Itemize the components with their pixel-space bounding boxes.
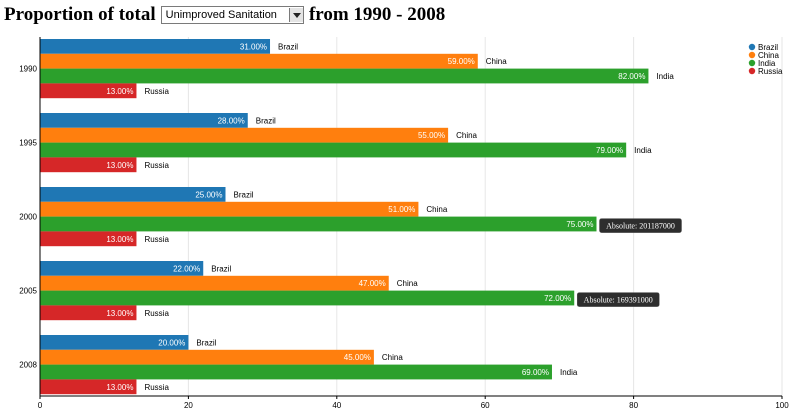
series-label: Russia	[144, 235, 169, 244]
bar[interactable]	[40, 216, 597, 232]
y-tick-label: 2005	[19, 287, 37, 296]
legend-swatch[interactable]	[748, 59, 756, 67]
data-label: 82.00%	[618, 72, 645, 81]
legend-entry[interactable]: India	[758, 59, 776, 68]
x-tick-label: 100	[775, 401, 789, 410]
bar[interactable]	[40, 187, 226, 202]
bar[interactable]	[40, 201, 419, 217]
series-label: China	[456, 131, 477, 140]
indicator-select-value: Unimproved Sanitation	[165, 9, 277, 21]
x-tick-label: 40	[332, 401, 341, 410]
data-label: 55.00%	[418, 131, 445, 140]
bar[interactable]	[40, 364, 552, 380]
series-label: China	[486, 57, 507, 66]
series-label: Russia	[144, 87, 169, 96]
data-label: 22.00%	[173, 264, 200, 273]
series-label: Brazil	[196, 338, 216, 347]
data-label: 13.00%	[106, 235, 133, 244]
bar[interactable]	[40, 53, 478, 69]
x-tick-label: 0	[38, 401, 43, 410]
data-label: 79.00%	[596, 146, 623, 155]
x-tick-label: 80	[629, 401, 638, 410]
series-label: India	[634, 146, 652, 155]
bar[interactable]	[40, 349, 374, 365]
legend-swatch[interactable]	[748, 51, 756, 59]
data-label: 45.00%	[344, 353, 371, 362]
series-label: China	[382, 353, 403, 362]
bar[interactable]	[40, 379, 137, 395]
tooltip-text: Absolute: 201187000	[606, 222, 675, 231]
legend-swatch[interactable]	[748, 67, 756, 75]
data-label: 28.00%	[218, 116, 245, 125]
indicator-select[interactable]: Unimproved Sanitation	[160, 6, 304, 24]
data-label: 13.00%	[106, 383, 133, 392]
series-label: Brazil	[211, 264, 231, 273]
bar[interactable]	[40, 127, 449, 143]
bar[interactable]	[40, 68, 649, 84]
series-label: Brazil	[256, 116, 276, 125]
legend-entry[interactable]: Brazil	[758, 43, 778, 52]
series-label: Russia	[144, 383, 169, 392]
bar[interactable]	[40, 157, 137, 173]
data-label: 69.00%	[522, 368, 549, 377]
data-label: 31.00%	[240, 42, 267, 51]
series-label: Brazil	[234, 190, 254, 199]
series-label: India	[560, 368, 578, 377]
tooltip	[576, 292, 660, 307]
x-tick-label: 20	[184, 401, 193, 410]
y-tick-label: 1990	[19, 65, 37, 74]
y-tick-label: 1995	[19, 139, 37, 148]
bar[interactable]	[40, 113, 248, 128]
legend-entry[interactable]: China	[758, 51, 779, 60]
chevron-down-icon[interactable]	[288, 8, 303, 22]
data-label: 47.00%	[359, 279, 386, 288]
data-label: 25.00%	[195, 190, 222, 199]
series-label: China	[426, 205, 447, 214]
title-suffix: from 1990 - 2008	[308, 4, 446, 25]
data-label: 13.00%	[106, 309, 133, 318]
series-label: India	[656, 72, 674, 81]
series-label: Brazil	[278, 42, 298, 51]
data-label: 59.00%	[448, 57, 475, 66]
series-label: Russia	[144, 309, 169, 318]
y-tick-label: 2008	[19, 361, 37, 370]
series-label: Russia	[144, 161, 169, 170]
data-label: 13.00%	[106, 87, 133, 96]
data-label: 75.00%	[566, 220, 593, 229]
tooltip	[599, 218, 682, 233]
title-prefix: Proportion of total	[4, 4, 156, 25]
chart-header: Proportion of total Unimproved Sanitatio…	[4, 2, 445, 28]
bar[interactable]	[40, 290, 575, 306]
bar[interactable]	[40, 231, 137, 247]
legend-swatch[interactable]	[748, 43, 756, 51]
data-label: 72.00%	[544, 294, 571, 303]
series-label: China	[397, 279, 418, 288]
bar[interactable]	[40, 275, 389, 291]
data-label: 51.00%	[388, 205, 415, 214]
bar[interactable]	[40, 39, 271, 54]
data-label: 20.00%	[158, 338, 185, 347]
bar[interactable]	[40, 83, 137, 99]
legend-entry[interactable]: Russia	[758, 67, 783, 76]
bar[interactable]	[40, 142, 627, 158]
bar[interactable]	[40, 305, 137, 321]
bar[interactable]	[40, 335, 189, 350]
tooltip-text: Absolute: 169391000	[584, 296, 653, 305]
y-tick-label: 2000	[19, 213, 37, 222]
bar[interactable]	[40, 261, 204, 276]
data-label: 13.00%	[106, 161, 133, 170]
x-tick-label: 60	[481, 401, 490, 410]
